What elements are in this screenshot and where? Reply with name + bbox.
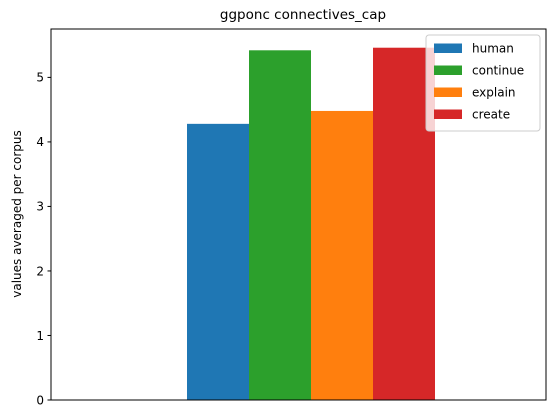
legend-label-explain: explain (472, 86, 516, 100)
bar-explain (311, 110, 373, 400)
y-tick-label: 3 (36, 200, 44, 214)
legend: human continue explain create (425, 34, 541, 132)
bar-human (187, 123, 249, 400)
legend-swatch-explain (434, 87, 462, 97)
legend-label-human: human (472, 42, 514, 56)
y-tick-label: 5 (36, 71, 44, 85)
y-axis: 0 1 2 3 4 5 (36, 71, 51, 407)
bar-create (373, 47, 435, 400)
plot-frame (50, 28, 547, 401)
bar-continue (249, 50, 311, 400)
legend-swatch-continue (434, 65, 462, 75)
legend-swatch-create (434, 109, 462, 119)
chart-title: ggponc connectives_cap (220, 7, 386, 23)
bars-group (187, 47, 435, 400)
legend-label-continue: continue (472, 64, 524, 78)
y-tick-label: 4 (36, 135, 44, 149)
legend-box (425, 34, 541, 132)
y-axis-label: values averaged per corpus (10, 130, 24, 298)
legend-label-create: create (472, 108, 510, 122)
legend-swatch-human (434, 43, 462, 53)
y-tick-label: 2 (36, 264, 44, 278)
y-tick-label: 1 (36, 329, 44, 343)
y-tick-label: 0 (36, 393, 44, 407)
